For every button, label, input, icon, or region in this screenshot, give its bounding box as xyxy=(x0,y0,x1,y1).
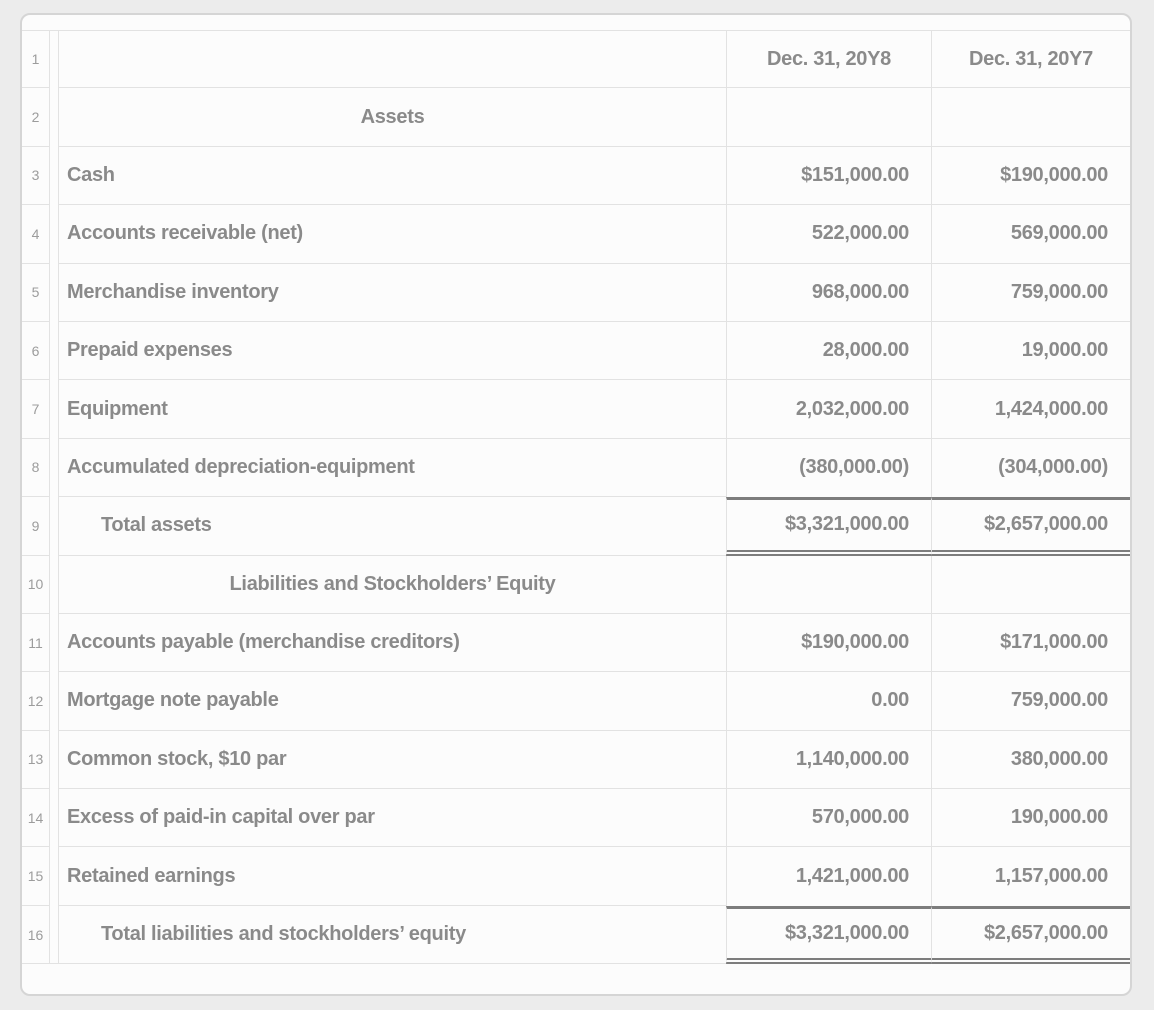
row-number-cell: 2 xyxy=(22,88,50,147)
column-gap xyxy=(50,906,58,965)
amount-20y7: $171,000.00 xyxy=(931,613,1130,673)
amount-20y8: 0.00 xyxy=(726,672,931,731)
total-label: Total liabilities and stockholders’ equi… xyxy=(58,905,726,965)
amount-20y8: (380,000.00) xyxy=(726,438,931,498)
balance-sheet-grid: 1 Dec. 31, 20Y8 Dec. 31, 20Y7 2 Assets 3… xyxy=(22,30,1130,965)
amount-20y7: 759,000.00 xyxy=(931,263,1130,322)
section-heading-liabilities-equity: Liabilities and Stockholders’ Equity xyxy=(58,555,726,614)
amount-20y7: (304,000.00) xyxy=(931,438,1130,498)
column-gap xyxy=(50,380,58,438)
row-number-cell: 3 xyxy=(22,146,50,206)
amount-20y8: 28,000.00 xyxy=(726,321,931,381)
row-number-cell: 10 xyxy=(22,555,50,614)
account-label: Prepaid expenses xyxy=(58,321,726,381)
row-number-cell: 13 xyxy=(22,730,50,790)
amount-20y7 xyxy=(931,555,1130,614)
total-amount-20y7: $2,657,000.00 xyxy=(931,905,1130,965)
amount-20y8: 522,000.00 xyxy=(726,205,931,264)
amount-20y8: 2,032,000.00 xyxy=(726,380,931,439)
amount-20y7: 569,000.00 xyxy=(931,205,1130,264)
amount-20y7: 19,000.00 xyxy=(931,321,1130,381)
row-number-cell: 5 xyxy=(22,263,50,322)
column-gap xyxy=(50,205,58,263)
amount-20y7: 759,000.00 xyxy=(931,672,1130,731)
row-number-cell: 9 xyxy=(22,497,50,556)
amount-20y7: 190,000.00 xyxy=(931,789,1130,848)
account-label: Accounts payable (merchandise creditors) xyxy=(58,613,726,673)
column-gap xyxy=(50,847,58,905)
amount-20y7: 380,000.00 xyxy=(931,730,1130,790)
column-gap xyxy=(50,30,58,88)
account-label: Common stock, $10 par xyxy=(58,730,726,790)
section-heading-assets: Assets xyxy=(58,88,726,147)
amount-20y8: $151,000.00 xyxy=(726,146,931,206)
column-gap xyxy=(50,147,58,205)
total-amount-20y8: $3,321,000.00 xyxy=(726,905,931,965)
column-gap xyxy=(50,439,58,497)
row-number-cell: 4 xyxy=(22,205,50,264)
amount-20y7: 1,424,000.00 xyxy=(931,380,1130,439)
account-label: Excess of paid-in capital over par xyxy=(58,789,726,848)
column-gap xyxy=(50,614,58,672)
total-amount-20y7: $2,657,000.00 xyxy=(931,497,1130,556)
amount-20y8: 570,000.00 xyxy=(726,789,931,848)
account-label: Cash xyxy=(58,146,726,206)
row-number-cell: 15 xyxy=(22,847,50,906)
account-label: Equipment xyxy=(58,380,726,439)
account-label: Mortgage note payable xyxy=(58,672,726,731)
account-label: Accounts receivable (net) xyxy=(58,205,726,264)
column-gap xyxy=(50,322,58,380)
row-number-cell: 14 xyxy=(22,789,50,848)
column-gap xyxy=(50,88,58,146)
amount-20y8: 1,421,000.00 xyxy=(726,847,931,906)
amount-20y8 xyxy=(726,88,931,147)
account-label: Retained earnings xyxy=(58,847,726,906)
amount-20y7: $190,000.00 xyxy=(931,146,1130,206)
amount-20y8: 968,000.00 xyxy=(726,263,931,322)
total-label: Total assets xyxy=(58,497,726,556)
row-number-cell: 1 xyxy=(22,30,50,89)
row-number-cell: 7 xyxy=(22,380,50,439)
row-number-cell: 16 xyxy=(22,905,50,965)
amount-20y7 xyxy=(931,88,1130,147)
amount-20y8: 1,140,000.00 xyxy=(726,730,931,790)
total-amount-20y8: $3,321,000.00 xyxy=(726,497,931,556)
row-number-cell: 12 xyxy=(22,672,50,731)
column-gap xyxy=(50,731,58,789)
row-number-cell: 11 xyxy=(22,613,50,673)
account-label: Accumulated depreciation-equipment xyxy=(58,438,726,498)
amount-20y8: $190,000.00 xyxy=(726,613,931,673)
column-gap xyxy=(50,789,58,847)
column-header-20y8: Dec. 31, 20Y8 xyxy=(726,30,931,89)
column-gap xyxy=(50,672,58,730)
row-number-cell: 8 xyxy=(22,438,50,498)
column-gap xyxy=(50,264,58,322)
column-gap xyxy=(50,556,58,614)
column-gap xyxy=(50,497,58,555)
row-number-cell: 6 xyxy=(22,321,50,381)
amount-20y7: 1,157,000.00 xyxy=(931,847,1130,906)
account-label xyxy=(58,30,726,89)
column-header-20y7: Dec. 31, 20Y7 xyxy=(931,30,1130,89)
amount-20y8 xyxy=(726,555,931,614)
account-label: Merchandise inventory xyxy=(58,263,726,322)
spreadsheet-panel: 1 Dec. 31, 20Y8 Dec. 31, 20Y7 2 Assets 3… xyxy=(20,13,1132,996)
